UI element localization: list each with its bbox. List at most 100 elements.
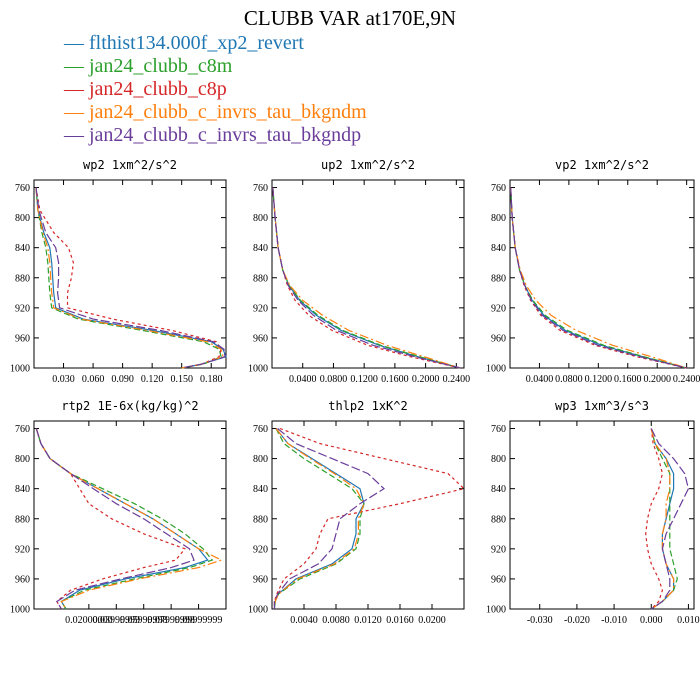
y-tick-label: 880: [491, 514, 506, 525]
y-tick-label: 840: [253, 243, 268, 254]
x-tick-label: -0.020: [564, 615, 590, 626]
series-line: [273, 428, 365, 610]
y-tick-label: 960: [15, 333, 30, 344]
series-line: [35, 187, 226, 369]
y-tick-label: 800: [491, 454, 506, 465]
x-tick-label: 0.0800: [320, 374, 348, 385]
x-tick-label: 0.02000000: [65, 615, 113, 626]
series-line: [273, 428, 365, 610]
x-tick-label: 0.0160: [386, 615, 414, 626]
panel-title: vp2 1xm^2/s^2: [555, 158, 649, 172]
y-tick-label: 760: [491, 183, 506, 194]
x-tick-label: 0.0040: [290, 615, 318, 626]
series-line: [272, 187, 461, 369]
series-line: [35, 187, 222, 369]
panel-title: thlp2 1xK^2: [328, 399, 407, 413]
legend-marker: —: [64, 101, 84, 123]
y-tick-label: 960: [491, 333, 506, 344]
y-tick-label: 760: [15, 424, 30, 435]
legend-label: jan24_clubb_c8m: [89, 55, 233, 77]
x-tick-label: 0.000: [640, 615, 663, 626]
x-tick-label: 0.2400: [673, 374, 700, 385]
series-line: [510, 187, 687, 369]
y-tick-label: 760: [491, 424, 506, 435]
legend-item: — flthist134.000f_xp2_revert: [64, 32, 367, 55]
y-tick-label: 1000: [248, 605, 268, 616]
legend-label: jan24_clubb_c_invrs_tau_bkgndm: [89, 101, 367, 123]
legend-marker: —: [64, 55, 84, 77]
legend-item: — jan24_clubb_c_invrs_tau_bkgndm: [64, 101, 367, 124]
y-tick-label: 920: [253, 303, 268, 314]
x-tick-label: 0.120: [141, 374, 164, 385]
legend-marker: —: [64, 124, 84, 146]
x-tick-label: 0.010: [677, 615, 700, 626]
series-line: [650, 428, 690, 610]
y-tick-label: 800: [253, 213, 268, 224]
plot-frame: [509, 420, 695, 610]
y-tick-label: 920: [491, 303, 506, 314]
y-tick-label: 920: [15, 303, 30, 314]
x-tick-label: 0.0800: [555, 374, 583, 385]
plot-frame: [509, 179, 695, 369]
y-tick-label: 760: [253, 424, 268, 435]
y-tick-label: 960: [15, 574, 30, 585]
x-tick-label: -0.010: [601, 615, 627, 626]
y-tick-label: 800: [253, 454, 268, 465]
chart-title: CLUBB VAR at170E,9N: [243, 6, 457, 30]
y-tick-label: 760: [253, 183, 268, 194]
y-tick-label: 800: [15, 213, 30, 224]
x-tick-label: 0.090: [111, 374, 134, 385]
x-tick-label: 0.03999999: [93, 615, 141, 626]
y-tick-label: 960: [491, 574, 506, 585]
x-tick-label: 0.0200: [418, 615, 446, 626]
y-tick-label: 920: [15, 544, 30, 555]
series-line: [35, 428, 214, 610]
y-tick-label: 840: [15, 243, 30, 254]
series-line: [650, 428, 675, 610]
x-tick-label: 0.1600: [381, 374, 409, 385]
series-line: [510, 187, 687, 369]
y-tick-label: 880: [491, 273, 506, 284]
panel-title: wp3 1xm^3/s^3: [555, 399, 649, 413]
y-tick-label: 800: [491, 213, 506, 224]
y-tick-label: 840: [491, 243, 506, 254]
x-tick-label: 0.1200: [585, 374, 613, 385]
y-tick-label: 1000: [486, 364, 506, 375]
y-tick-label: 960: [253, 574, 268, 585]
x-tick-label: 0.09999999: [175, 615, 223, 626]
x-tick-label: 0.2000: [412, 374, 440, 385]
series-line: [35, 428, 195, 610]
legend: — flthist134.000f_xp2_revert — jan24_clu…: [64, 32, 367, 147]
x-tick-label: -0.030: [527, 615, 553, 626]
y-tick-label: 880: [15, 514, 30, 525]
y-tick-label: 1000: [10, 605, 30, 616]
y-tick-label: 880: [253, 273, 268, 284]
y-tick-label: 1000: [486, 605, 506, 616]
y-tick-label: 800: [15, 454, 30, 465]
series-line: [645, 428, 664, 610]
series-line: [35, 428, 186, 610]
legend-item: — jan24_clubb_c8m: [64, 55, 367, 78]
x-tick-label: 0.030: [52, 374, 75, 385]
panel-title: wp2 1xm^2/s^2: [83, 158, 177, 172]
series-line: [35, 428, 223, 610]
y-tick-label: 840: [253, 484, 268, 495]
x-tick-label: 0.05999998: [120, 615, 168, 626]
plot-frame: [271, 179, 465, 369]
x-tick-label: 0.060: [82, 374, 105, 385]
y-tick-label: 840: [15, 484, 30, 495]
legend-marker: —: [64, 78, 84, 100]
series-line: [35, 187, 222, 369]
legend-label: jan24_clubb_c_invrs_tau_bkgndp: [89, 124, 362, 146]
x-tick-label: 0.0400: [289, 374, 317, 385]
x-tick-label: 0.1600: [614, 374, 642, 385]
x-tick-label: 0.0400: [526, 374, 554, 385]
series-line: [273, 428, 365, 610]
y-tick-label: 760: [15, 183, 30, 194]
series-line: [510, 187, 687, 369]
series-line: [273, 427, 466, 609]
x-tick-label: 0.07999998: [147, 615, 195, 626]
x-tick-label: 0.0120: [354, 615, 382, 626]
y-tick-label: 880: [253, 514, 268, 525]
